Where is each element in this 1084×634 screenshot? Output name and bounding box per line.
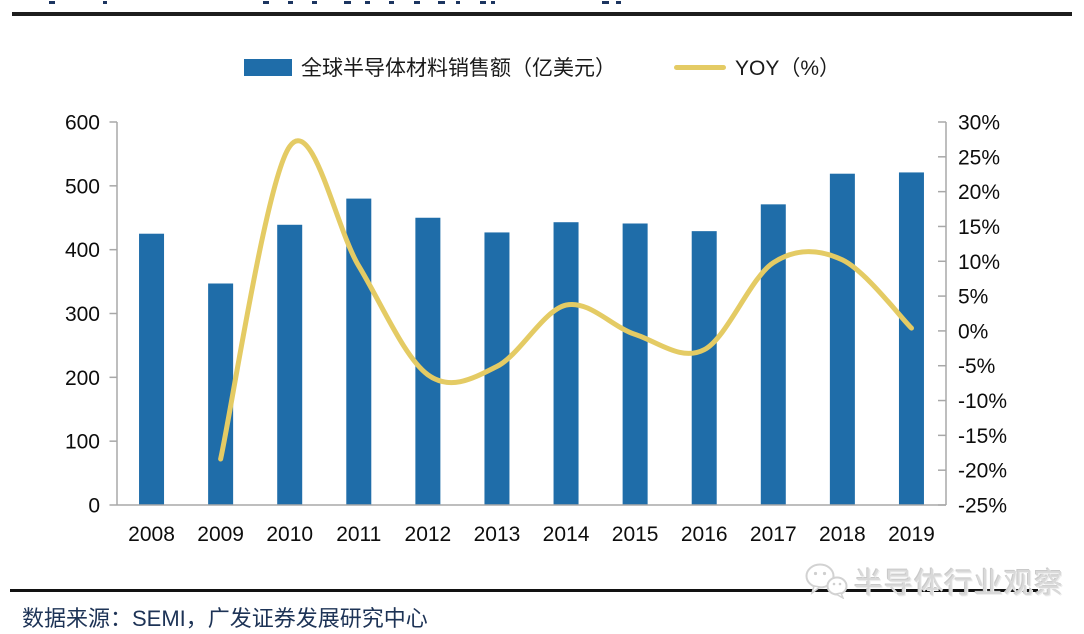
bar-2008 [139, 233, 165, 506]
right-tick-label: 15% [958, 216, 1000, 239]
legend-line-swatch-icon [673, 64, 726, 70]
axes-group [109, 121, 947, 506]
cropped-title-fragments [0, 0, 1084, 6]
source-note: 数据来源：SEMI，广发证券发展研究中心 [22, 606, 428, 631]
wechat-bubbles-icon [805, 563, 848, 599]
bar-2010 [277, 224, 303, 505]
right-tick-label: 20% [958, 181, 1000, 204]
legend-yoy-label: YOY（%） [734, 57, 841, 80]
bar-2017 [760, 204, 786, 505]
left-tick-label: 400 [65, 239, 100, 262]
left-tick-label: 0 [88, 495, 100, 518]
right-tick-label: -5% [958, 355, 995, 378]
left-tick-label: 300 [65, 303, 100, 326]
bar-2018 [829, 173, 855, 505]
bar-2013 [484, 232, 510, 505]
x-tick-label: 2009 [197, 523, 244, 546]
top-divider [12, 12, 1072, 16]
right-tick-label: 25% [958, 146, 1000, 169]
right-tick-label: 10% [958, 251, 1000, 274]
bar-2011 [346, 198, 372, 505]
axis-labels-group: 600 500 400 300 200 100 0 30% 25% 20% 15% 10% 5% 0% -5… [65, 112, 1007, 547]
bar-2009 [208, 283, 234, 505]
left-tick-label: 500 [65, 175, 100, 198]
bar-2016 [691, 231, 717, 505]
x-tick-label: 2018 [819, 523, 866, 546]
watermark: 半导体行业观察 [804, 560, 1064, 602]
yoy-line [218, 138, 914, 462]
right-tick-label: -15% [958, 425, 1007, 448]
bar-2015 [622, 223, 648, 505]
x-tick-label: 2017 [750, 523, 797, 546]
right-tick-label: -10% [958, 390, 1007, 413]
bar-2012 [415, 217, 441, 505]
x-tick-label: 2016 [681, 523, 728, 546]
right-tick-label: -20% [958, 460, 1007, 483]
bottom-divider [10, 589, 1038, 592]
right-tick-label: 0% [958, 320, 988, 343]
right-tick-label: 5% [958, 286, 988, 309]
left-tick-label: 200 [65, 367, 100, 390]
x-tick-label: 2012 [405, 523, 452, 546]
x-tick-label: 2015 [612, 523, 659, 546]
x-tick-label: 2013 [474, 523, 521, 546]
x-tick-label: 2011 [336, 523, 381, 546]
right-tick-label: -25% [958, 495, 1007, 518]
legend-sales-label: 全球半导体材料销售额（亿美元） [300, 57, 616, 80]
x-tick-label: 2019 [888, 523, 935, 546]
bars-group [139, 172, 924, 506]
bar-2014 [553, 222, 579, 506]
watermark-text: 半导体行业观察 [853, 568, 1064, 600]
bar-2019 [898, 172, 924, 505]
x-tick-label: 2010 [266, 523, 313, 546]
chart-legend: 全球半导体材料销售额（亿美元） YOY（%） [0, 52, 1084, 82]
x-tick-label: 2014 [543, 523, 590, 546]
legend-item-yoy: YOY（%） [673, 52, 841, 82]
right-tick-label: 30% [958, 112, 1000, 135]
left-tick-label: 600 [65, 112, 100, 135]
x-tick-label: 2008 [128, 523, 175, 546]
legend-item-sales: 全球半导体材料销售额（亿美元） [243, 52, 616, 82]
left-tick-label: 100 [65, 431, 100, 454]
legend-bar-swatch-icon [243, 58, 292, 76]
